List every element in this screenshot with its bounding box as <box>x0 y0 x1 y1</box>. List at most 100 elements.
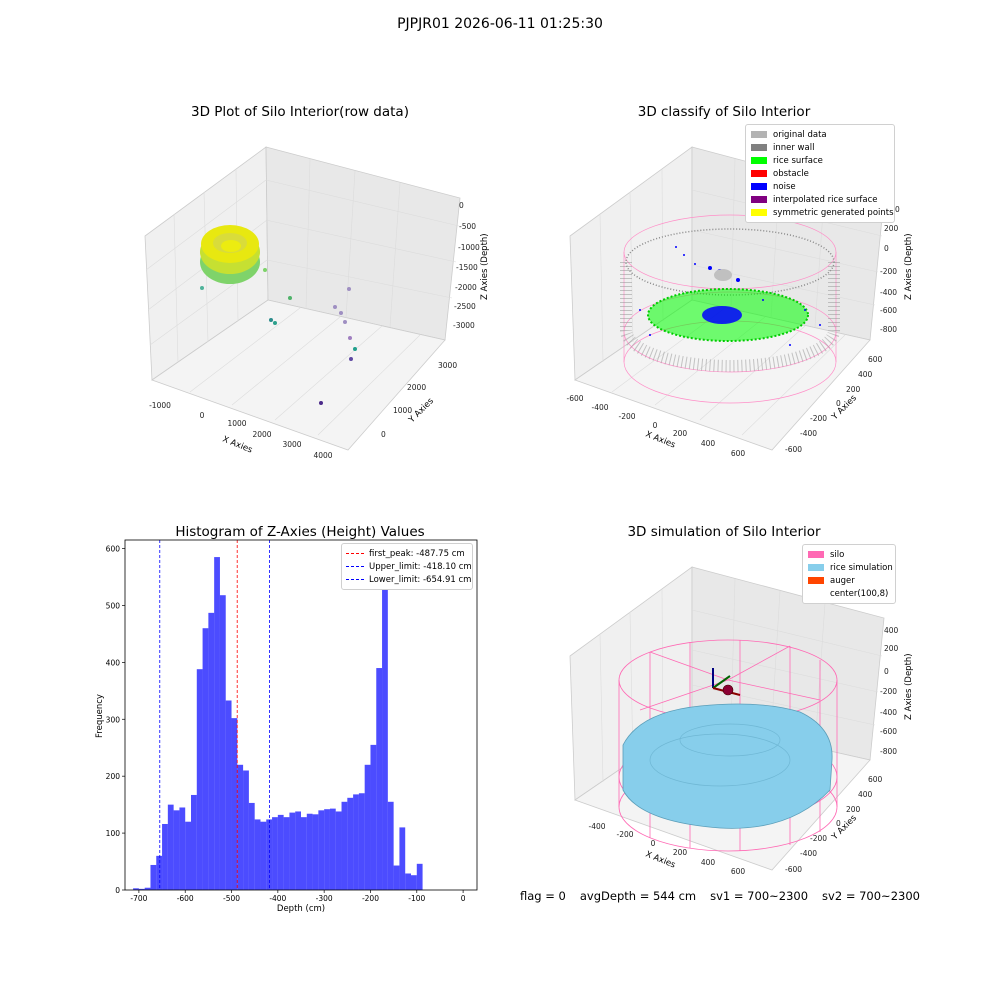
classify-y-tick: 400 <box>858 370 873 379</box>
legend-item: symmetric generated points <box>751 206 894 219</box>
raw-z-label: Z Axies (Depth) <box>480 233 490 300</box>
raw-z-tick: -1000 <box>458 243 480 252</box>
legend-label: auger <box>830 575 855 586</box>
simulation-auger <box>712 668 741 696</box>
histogram-x-tick: -100 <box>408 894 425 903</box>
classify-z-tick: 0 <box>895 205 900 214</box>
status-sv2: sv2 = 700~2300 <box>822 889 920 903</box>
histogram-bar <box>138 888 145 890</box>
classify-z-tick: -800 <box>880 325 897 334</box>
legend-line <box>346 566 364 567</box>
histogram-bar <box>370 744 377 890</box>
histogram-bar <box>335 811 342 890</box>
classify-x-tick: 400 <box>701 439 716 448</box>
classify-y-tick: 0 <box>836 399 841 408</box>
classify-y-tick: 200 <box>846 385 861 394</box>
classify-legend: original data inner wall rice surface ob… <box>745 124 895 223</box>
simulation-x-tick: 400 <box>701 858 716 867</box>
legend-label: inner wall <box>773 142 815 153</box>
simulation-x-tick: 200 <box>673 848 688 857</box>
simulation-y-tick: -600 <box>785 865 802 874</box>
histogram-x-tick: -400 <box>269 894 286 903</box>
histogram-y-tick: 600 <box>106 545 121 554</box>
histogram-bar <box>162 823 168 890</box>
status-line: flag = 0 avgDepth = 544 cm sv1 = 700~2300 s… <box>520 889 934 903</box>
histogram-y-tick: 0 <box>115 886 120 895</box>
classify-original-cluster <box>714 269 732 281</box>
legend-label: original data <box>773 129 827 140</box>
simulation-rice-surface <box>622 703 833 829</box>
histogram-bar <box>231 718 238 890</box>
histogram-bar <box>225 700 232 890</box>
histogram-bar <box>306 813 313 890</box>
simulation-x-tick: 600 <box>731 867 746 876</box>
classify-z-tick: -600 <box>880 306 897 315</box>
histogram-bar <box>237 764 244 890</box>
histogram-x-label: Depth (cm) <box>277 904 325 914</box>
histogram-y-tick: 300 <box>106 715 121 724</box>
simulation-x-tick: -400 <box>588 822 605 831</box>
histogram-bar <box>324 809 330 890</box>
histogram-title: Histogram of Z-Axies (Height) Values <box>175 524 425 540</box>
raw-z-tick: -2500 <box>454 302 476 311</box>
legend-item: Lower_limit: -654.91 cm <box>346 573 471 586</box>
histogram-y-tick: 200 <box>106 772 121 781</box>
histogram-bar <box>185 821 191 890</box>
classify-3d-plot: -600 -400 -200 0 200 400 600 600 400 200… <box>566 146 914 458</box>
histogram-x-tick: -700 <box>130 894 147 903</box>
raw-scatter-points <box>200 266 357 405</box>
classify-y-tick: -200 <box>810 414 827 423</box>
histogram-bar <box>399 827 406 890</box>
legend-label: rice surface <box>773 155 823 166</box>
histogram-bar <box>179 807 186 890</box>
status-flag: flag = 0 <box>520 889 566 903</box>
raw-plot-title: 3D Plot of Silo Interior(row data) <box>191 104 409 120</box>
histogram-bar <box>208 612 215 890</box>
histogram-x-tick: -300 <box>316 894 333 903</box>
raw-3d-plot: -1000 0 1000 2000 3000 4000 0 1000 2000 … <box>144 146 490 460</box>
raw-x-tick: 1000 <box>227 419 246 428</box>
histogram-frame <box>124 539 478 891</box>
histogram-bar <box>144 887 151 890</box>
histogram-y-tick: 500 <box>106 601 121 610</box>
legend-label: center(100,8) <box>830 588 889 599</box>
legend-swatch <box>751 209 767 216</box>
classify-x-tick: 600 <box>731 449 746 458</box>
histogram-bar <box>405 873 411 890</box>
histogram-bar <box>353 794 359 890</box>
histogram-bar <box>277 814 284 890</box>
raw-point-cluster <box>200 225 260 284</box>
classify-x-tick: -400 <box>591 403 608 412</box>
status-avg-depth: avgDepth = 544 cm <box>579 889 697 903</box>
raw-z-tick: 0 <box>459 201 464 210</box>
histogram-bar <box>214 557 220 890</box>
legend-item: center(100,8) <box>808 587 890 600</box>
legend-label: interpolated rice surface <box>773 194 878 205</box>
histogram-bar <box>254 819 261 890</box>
histogram-bar <box>411 875 417 890</box>
legend-item: silo <box>808 548 890 561</box>
classify-y-label: Y Axies <box>829 393 859 423</box>
legend-line <box>346 553 364 554</box>
histogram-chart: -700 -600 -500 -400 -300 -200 -100 0 0 100 200 300… <box>95 539 478 914</box>
simulation-z-tick: -200 <box>880 687 897 696</box>
legend-swatch <box>808 590 824 597</box>
raw-y-tick: 2000 <box>407 383 426 392</box>
histogram-y-label: Frequency <box>95 694 105 738</box>
classify-z-tick: 200 <box>884 224 899 233</box>
histogram-bar <box>219 595 226 890</box>
raw-y-tick: 1000 <box>393 406 412 415</box>
legend-item: obstacle <box>751 167 889 180</box>
histogram-x-tick: -200 <box>362 894 379 903</box>
legend-item: first_peak: -487.75 cm <box>346 547 468 560</box>
histogram-bar <box>202 628 209 890</box>
legend-label: rice simulation <box>830 562 893 573</box>
histogram-bar <box>382 565 388 890</box>
histogram-bar <box>416 863 423 890</box>
classify-y-tick: -400 <box>800 429 817 438</box>
classify-z-label: Z Axies (Depth) <box>904 233 914 300</box>
histogram-bar <box>295 811 301 890</box>
histogram-bar <box>173 810 180 890</box>
histogram-bar <box>272 817 278 890</box>
simulation-y-tick: 0 <box>836 819 841 828</box>
